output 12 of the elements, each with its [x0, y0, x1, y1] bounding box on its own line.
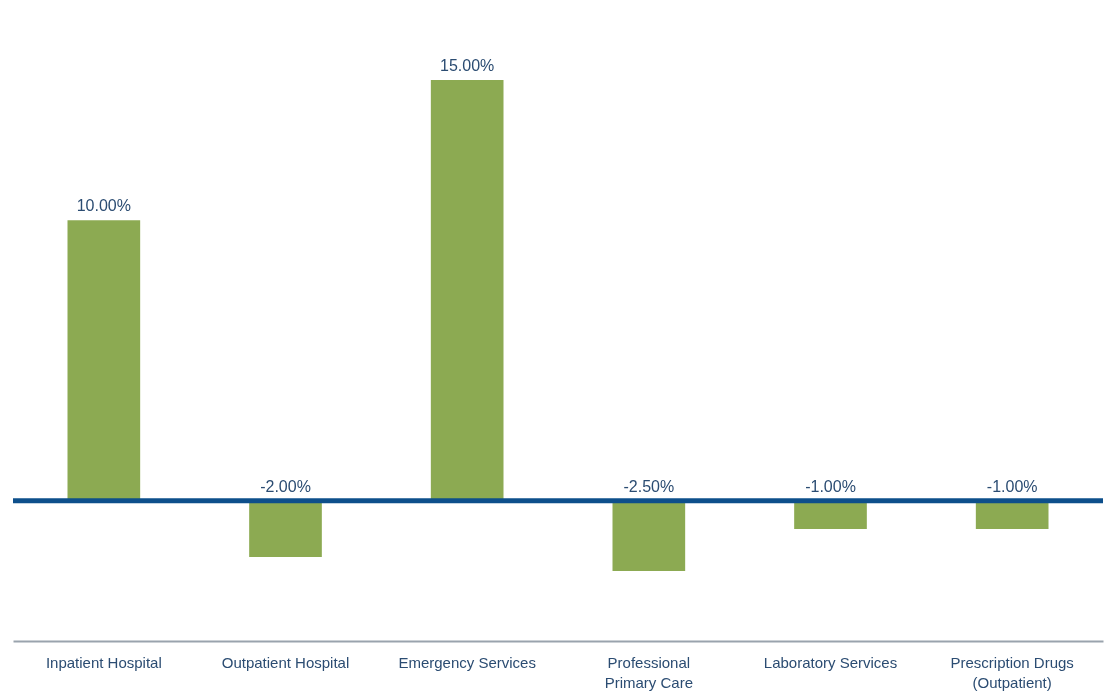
x-tick-label: Inpatient Hospital: [45, 653, 162, 671]
data-label: -1.00%: [986, 477, 1038, 495]
data-label: 15.00%: [440, 57, 495, 74]
data-label: -2.50%: [623, 477, 675, 495]
data-label: -1.00%: [805, 477, 856, 495]
x-tick-label: Laboratory Services: [763, 653, 898, 671]
x-tick-label: Professional Primary Care: [604, 653, 694, 691]
x-tick-label: Prescription Drugs (Outpatient): [950, 653, 1074, 691]
data-label: 10.00%: [76, 197, 131, 215]
data-label: -2.00%: [260, 477, 311, 495]
x-tick-label: Emergency Services: [398, 653, 536, 671]
x-tick-label: Outpatient Hospital: [221, 653, 350, 671]
